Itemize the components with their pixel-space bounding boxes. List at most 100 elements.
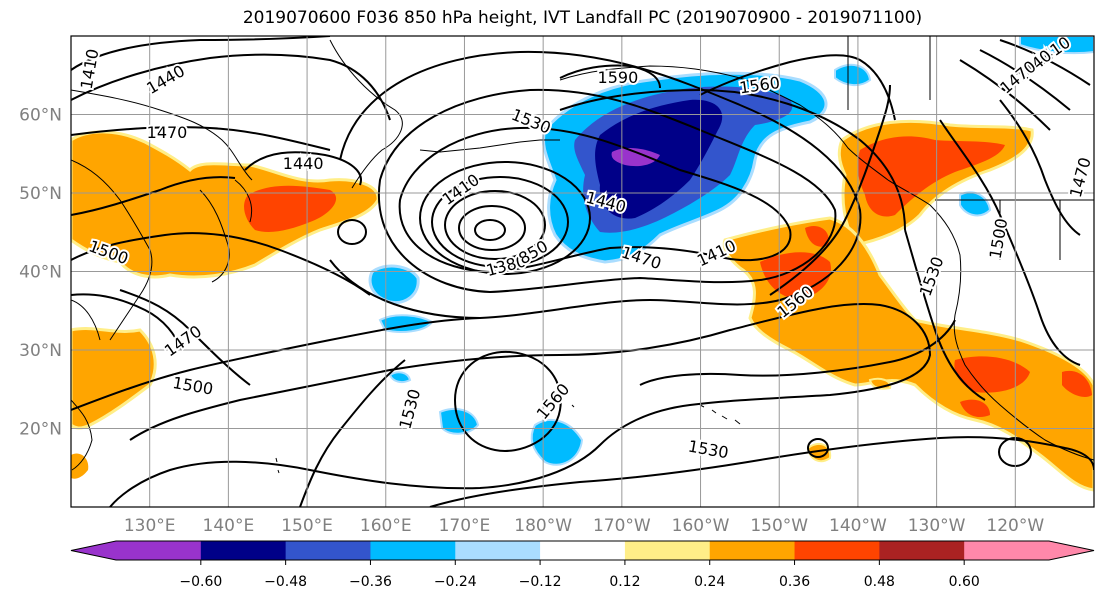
colorbar: −0.60 −0.48 −0.36 −0.24 −0.12 0.12 0.24 0.36 0.4… bbox=[70, 540, 1095, 590]
lon-tick-label: 140°W bbox=[829, 516, 887, 536]
lon-tick-label: 120°W bbox=[986, 516, 1044, 536]
colorbar-extend-high bbox=[1049, 541, 1094, 560]
contour-label: 1410 bbox=[75, 45, 105, 92]
shade-sub-red2 bbox=[805, 225, 829, 247]
contour-1440-west bbox=[71, 53, 391, 121]
coast-alaska bbox=[559, 65, 931, 206]
lat-tick-label: 40°N bbox=[19, 263, 62, 283]
shade-neg-small3 bbox=[388, 371, 412, 384]
contour-low-1 bbox=[474, 219, 506, 241]
colorbar-tick-label: −0.24 bbox=[434, 574, 477, 590]
shade-neg-ne bbox=[834, 63, 872, 86]
contour-1530-big bbox=[109, 303, 932, 507]
lon-tick-label: 130°W bbox=[908, 516, 966, 536]
shade-japan-orange bbox=[71, 130, 380, 279]
colorbar-tick-label: −0.12 bbox=[519, 574, 562, 590]
contour-1440 bbox=[377, 88, 837, 294]
contour-1410-ne bbox=[999, 39, 1091, 86]
lat-tick-label: 30°N bbox=[19, 341, 62, 361]
contour-1560-mid bbox=[453, 350, 562, 452]
contour-low-4 bbox=[431, 176, 569, 268]
contour-high-small2 bbox=[807, 438, 829, 458]
contour-1440-japan bbox=[244, 151, 362, 186]
colorbar-segment bbox=[964, 541, 1050, 560]
contour-label: 1470 bbox=[1064, 153, 1094, 201]
colorbar-tick-label: 0.36 bbox=[779, 574, 810, 590]
contour-label-text: 1470 bbox=[147, 123, 188, 142]
contour-1410-west bbox=[71, 36, 331, 71]
colorbar-segment bbox=[879, 541, 965, 560]
contour-1560-gulf bbox=[769, 84, 891, 296]
contour-1440-ne bbox=[979, 49, 1071, 111]
lon-tick-label: 130°E bbox=[124, 516, 176, 536]
contour-label-text: 1530 bbox=[916, 254, 948, 299]
shade-npac-dark bbox=[595, 99, 723, 219]
contour-label-text: 1530 bbox=[395, 387, 424, 431]
contour-label-text: 1530 bbox=[509, 105, 554, 138]
shade-wpac-tiny-orange bbox=[71, 453, 89, 479]
contour-1470-west bbox=[71, 126, 331, 151]
colorbar-tick-label: 0.12 bbox=[609, 574, 640, 590]
contour-1500-west bbox=[71, 232, 371, 296]
colorbar-segment bbox=[794, 541, 880, 560]
contour-1470-south bbox=[119, 289, 251, 386]
colorbar-segment bbox=[285, 541, 371, 560]
graticule bbox=[71, 36, 1094, 507]
contour-1590 bbox=[559, 64, 661, 89]
longitude-labels: 130°E 140°E 150°E 160°E 170°E 180°W 170°W 160°W… bbox=[124, 516, 1045, 536]
colorbar-tick-label: −0.48 bbox=[264, 574, 307, 590]
coast-island-dots bbox=[275, 404, 575, 474]
contour-label: 1530 bbox=[393, 385, 426, 433]
contour-1530-south bbox=[639, 319, 956, 386]
colorbar-tick-label: −0.36 bbox=[349, 574, 392, 590]
contour-label: 1560 bbox=[531, 378, 576, 425]
colorbar-segment bbox=[116, 541, 202, 560]
contour-small-1 bbox=[337, 219, 367, 245]
shade-sub-red4 bbox=[960, 399, 990, 418]
lon-tick-label: 180°W bbox=[514, 516, 572, 536]
shade-sub-red5 bbox=[1062, 370, 1092, 397]
contour-1530-ne bbox=[559, 88, 906, 231]
contour-1560-west bbox=[299, 359, 406, 507]
shade-japan-red bbox=[244, 185, 337, 233]
contour-1500-south bbox=[71, 317, 481, 411]
contour-label: 1440 bbox=[281, 152, 326, 175]
coast-canada-lines bbox=[847, 36, 1094, 260]
coast-siberia bbox=[71, 89, 253, 181]
contour-label: 1590 bbox=[596, 66, 641, 89]
contour-label: 1500 bbox=[169, 371, 216, 401]
contour-label: 1470 bbox=[145, 121, 190, 144]
contour-1500-coast bbox=[939, 119, 1081, 366]
contour-1470-central bbox=[329, 50, 862, 320]
coast-aleutians bbox=[419, 139, 560, 153]
contour-1560-east bbox=[699, 54, 896, 121]
contour-1530-bottom bbox=[429, 436, 1094, 507]
colorbar-outline bbox=[70, 540, 1095, 561]
contour-low-2 bbox=[458, 205, 526, 251]
contour-label-text: 1500 bbox=[986, 217, 1012, 260]
contour-label: 1500 bbox=[984, 215, 1014, 262]
height-contours bbox=[71, 36, 1094, 507]
lon-tick-label: 170°E bbox=[439, 516, 491, 536]
contour-label-text: 1500 bbox=[171, 373, 214, 399]
contour-label-text: 1590 bbox=[598, 68, 639, 87]
colorbar-segment bbox=[370, 541, 456, 560]
ivt-shading bbox=[71, 36, 1094, 492]
colorbar-segment bbox=[200, 541, 287, 560]
colorbar-tick-label: 0.24 bbox=[694, 574, 725, 590]
colorbar-extend-low bbox=[71, 541, 116, 560]
colorbar-segment bbox=[624, 541, 711, 560]
map-frame bbox=[70, 35, 1095, 508]
colorbar-tick-label: 0.48 bbox=[864, 574, 895, 590]
figure-title: 2019070600 F036 850 hPa height, IVT Land… bbox=[242, 8, 923, 28]
contour-label: 1410 bbox=[692, 234, 741, 272]
lon-tick-label: 150°E bbox=[281, 516, 333, 536]
colorbar-tick-label: −0.60 bbox=[179, 574, 222, 590]
contour-1470-wsw bbox=[71, 176, 236, 216]
contour-low-3 bbox=[444, 190, 546, 260]
lat-tick-label: 50°N bbox=[19, 184, 62, 204]
contour-label-text: 1410 bbox=[77, 47, 103, 90]
shade-sub-red3 bbox=[954, 356, 1030, 393]
